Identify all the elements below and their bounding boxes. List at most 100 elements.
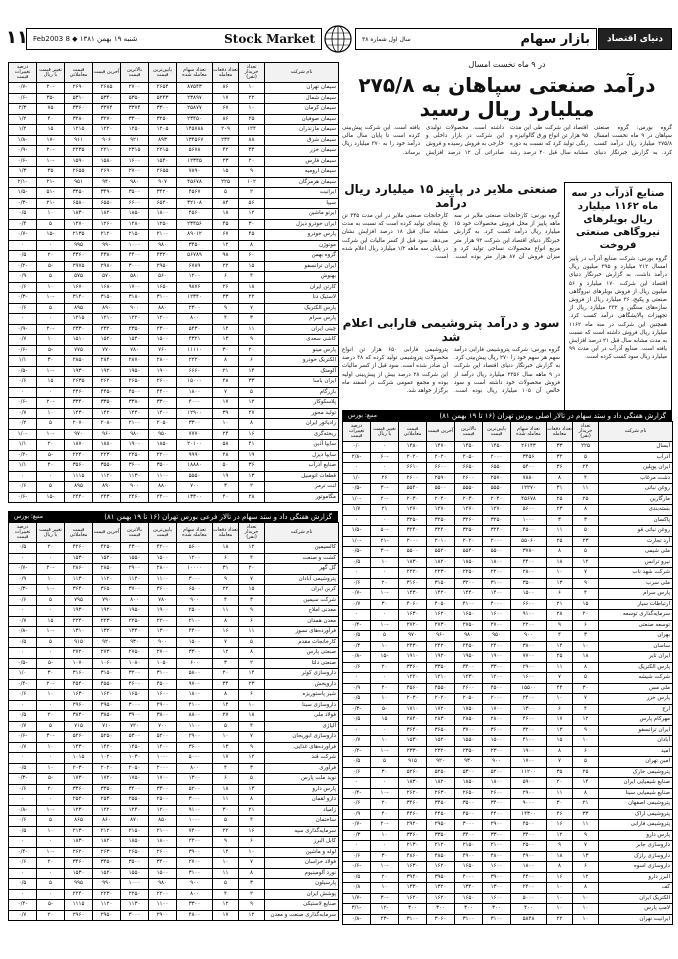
- value-cell: ۱۹۵۰: [120, 365, 149, 377]
- value-cell: ۱/۱: [8, 355, 37, 367]
- value-cell: ۳۱۰۰: [148, 668, 177, 680]
- value-cell: ۵۷۰: [92, 271, 121, 283]
- table-row: ارج ۴ ۶ ۱۳۰۰ ۱۷۰۰ ۱۷۵۰ ۱۷۲۰ ۱۷۱۰ -۵ -۰/۳: [342, 703, 673, 715]
- value-cell: -۱/۵: [342, 525, 371, 537]
- value-cell: ۲۰۳۰: [398, 693, 427, 705]
- column-header: نام شرکت: [264, 62, 339, 83]
- value-cell: ۳۴: [238, 145, 265, 157]
- article-area: در ۹ ماه نخست امسال درآمد صنعتی سپاهان ب…: [342, 60, 672, 422]
- value-cell: ۳۲۴۰: [482, 525, 511, 537]
- value-cell: ۳۰: [36, 668, 65, 680]
- value-cell: ۲۰: [370, 798, 399, 810]
- value-cell: ۷: [238, 302, 265, 314]
- value-cell: ۱۴: [212, 699, 239, 711]
- value-cell: ۴۰۶۰: [398, 598, 427, 610]
- value-cell: ۲۲۵۰: [120, 888, 149, 900]
- value-cell: ۴۰: [36, 113, 65, 125]
- value-cell: ۲: [238, 888, 265, 900]
- value-cell: ۱۲۸۰: [120, 218, 149, 230]
- value-cell: -۱/۰: [342, 493, 371, 505]
- value-cell: -۱/۸: [8, 134, 37, 146]
- value-cell: ۹۵۱: [64, 176, 93, 188]
- value-cell: -۰/۸: [8, 626, 37, 638]
- company-name-cell: پتروشیمی اراک: [598, 808, 673, 820]
- value-cell: ۳۲۵۰: [398, 514, 427, 526]
- value-cell: ۲۲۴۰: [64, 888, 93, 900]
- table-row: معدنی املاح ۹ ۱۱ ۲۵۰۰ ۱۹۰۰ ۱۹۵۰ ۱۹۲۰ ۱۹۳۰ ۰ ۰: [8, 605, 339, 617]
- value-cell: ۱۲۰۰: [176, 271, 213, 283]
- value-cell: ۰: [36, 836, 65, 848]
- section-title-bar: گزارش هفتگی داد و ستد سهام در تالار اصلی…: [342, 410, 672, 421]
- value-cell: ۳: [212, 481, 239, 493]
- value-cell: ۱۲: [238, 397, 265, 409]
- value-cell: ۷: [238, 857, 265, 869]
- value-cell: ۱۰: [546, 892, 573, 904]
- value-cell: ۶۶۵۰: [454, 462, 483, 474]
- company-name-cell: داروسازی رازک: [598, 850, 673, 862]
- value-cell: ۱۷: [212, 752, 239, 764]
- value-cell: ۰: [8, 836, 37, 848]
- value-cell: ۱۰: [36, 334, 65, 346]
- value-cell: ۴۵: [212, 218, 239, 230]
- value-cell: ۱۸۲۰: [92, 208, 121, 220]
- value-cell: ۳۴۰۰: [454, 661, 483, 673]
- value-cell: ۳: [212, 657, 239, 669]
- value-cell: ۲۰۵۰: [120, 762, 149, 774]
- value-cell: -۰/۸: [8, 804, 37, 816]
- value-cell: ۶: [572, 619, 599, 631]
- column-header: آخرین قیمت: [426, 421, 455, 442]
- table-row: سیمان هرمزگان ۱۰۲ ۲۲۵ ۴۵۶۷۸ ۹۰۷ ۹۸۰ ۹۴۰ ۹۵۱ -۲۱-…: [8, 176, 339, 188]
- value-cell: ۱۱۰۰: [148, 470, 177, 482]
- value-cell: ۲۵۰۰: [148, 794, 177, 806]
- value-cell: ۰/۶: [8, 376, 37, 388]
- value-cell: ۱۰۰۰: [120, 878, 149, 890]
- value-cell: ۱۸۳۰: [398, 777, 427, 789]
- value-cell: ۱۵۵۰: [120, 867, 149, 879]
- value-cell: -۰/۳: [8, 584, 37, 596]
- value-cell: ۱۶۰۰: [482, 861, 511, 873]
- value-cell: ۲۴۰۰: [148, 491, 177, 503]
- value-cell: ۷۹۰: [92, 594, 121, 606]
- value-cell: ۲۶۰۰: [482, 787, 511, 799]
- value-cell: ۳۵۶۰: [64, 460, 93, 472]
- value-cell: ۴: [212, 594, 239, 606]
- value-cell: ۲۶۳۵: [64, 376, 93, 388]
- value-cell: ۲۸: [546, 609, 573, 621]
- value-cell: ۱۴۰۰: [148, 741, 177, 753]
- value-cell: ۲۳۳۰: [398, 745, 427, 757]
- value-cell: ۱۲۲۰: [120, 313, 149, 325]
- company-name-cell: پارس خزر: [598, 693, 673, 705]
- value-cell: ۱۰: [36, 762, 65, 774]
- table-row: پارس الکتریک ۷ ۹ ۲۳۰۰ ۸۸۰ ۹۰۰ ۸۹۰ ۸۹۵ ۵ ۰/۶: [8, 302, 339, 314]
- value-cell: ۳۳۰۰: [176, 647, 213, 659]
- value-cell: ۵۵۵۰: [454, 483, 483, 495]
- value-cell: ۵: [370, 756, 399, 768]
- value-cell: ۱۰: [36, 689, 65, 701]
- value-cell: ۱۳: [238, 470, 265, 482]
- table-row: صنایع لاستیکی ۹ ۱۲ ۳۳۰۰ ۱۱۰۰ ۱۱۳۰ ۱۱۲۰ ۱۱۱۵ -۵ -۰…: [8, 899, 339, 911]
- table-row: پاکسان ۳ ۳ ۱۰۰۰ ۳۲۵۰ ۳۲۶۰ ۳۲۵۰ ۳۲۵۰ ۰ ۰: [342, 514, 673, 526]
- table-title: گزارش هفتگی داد و ستد سهام در تالار اصلی…: [439, 411, 666, 420]
- value-cell: ۱۱۱۵: [64, 470, 93, 482]
- value-cell: ۸۰۰: [176, 762, 213, 774]
- value-cell: ۱۳: [546, 724, 573, 736]
- value-cell: ۱۴۴۰: [120, 407, 149, 419]
- value-cell: ۰/۷: [342, 598, 371, 610]
- company-name-cell: مهرکام پارس: [598, 714, 673, 726]
- value-cell: ۵۶۷۸: [176, 145, 213, 157]
- column-header: آخرین قیمت: [92, 522, 121, 543]
- table-row: پارس الکتریک ۸ ۱۱ ۲۹۰۰ ۳۳۰۰ ۳۴۰۰ ۳۳۵۰ ۳۳۶۰ ۲۰ ۰/۶: [342, 661, 673, 673]
- value-cell: ۱۴: [212, 323, 239, 335]
- value-cell: ۳۴۵۰: [92, 857, 121, 869]
- value-cell: ۱۲۳۰: [454, 672, 483, 684]
- company-name-cell: شرکت شیشه: [598, 672, 673, 684]
- value-cell: ۲۵: [572, 766, 599, 778]
- value-cell: ۱۰: [546, 567, 573, 579]
- value-cell: ۰/۹: [342, 808, 371, 820]
- value-cell: -۳۰: [370, 546, 399, 558]
- value-cell: ۸: [546, 546, 573, 558]
- company-name-cell: آذرآب: [598, 451, 673, 463]
- value-cell: ۷۱۵: [64, 720, 93, 732]
- value-cell: ۵: [36, 636, 65, 648]
- value-cell: -۰/۷: [342, 819, 371, 831]
